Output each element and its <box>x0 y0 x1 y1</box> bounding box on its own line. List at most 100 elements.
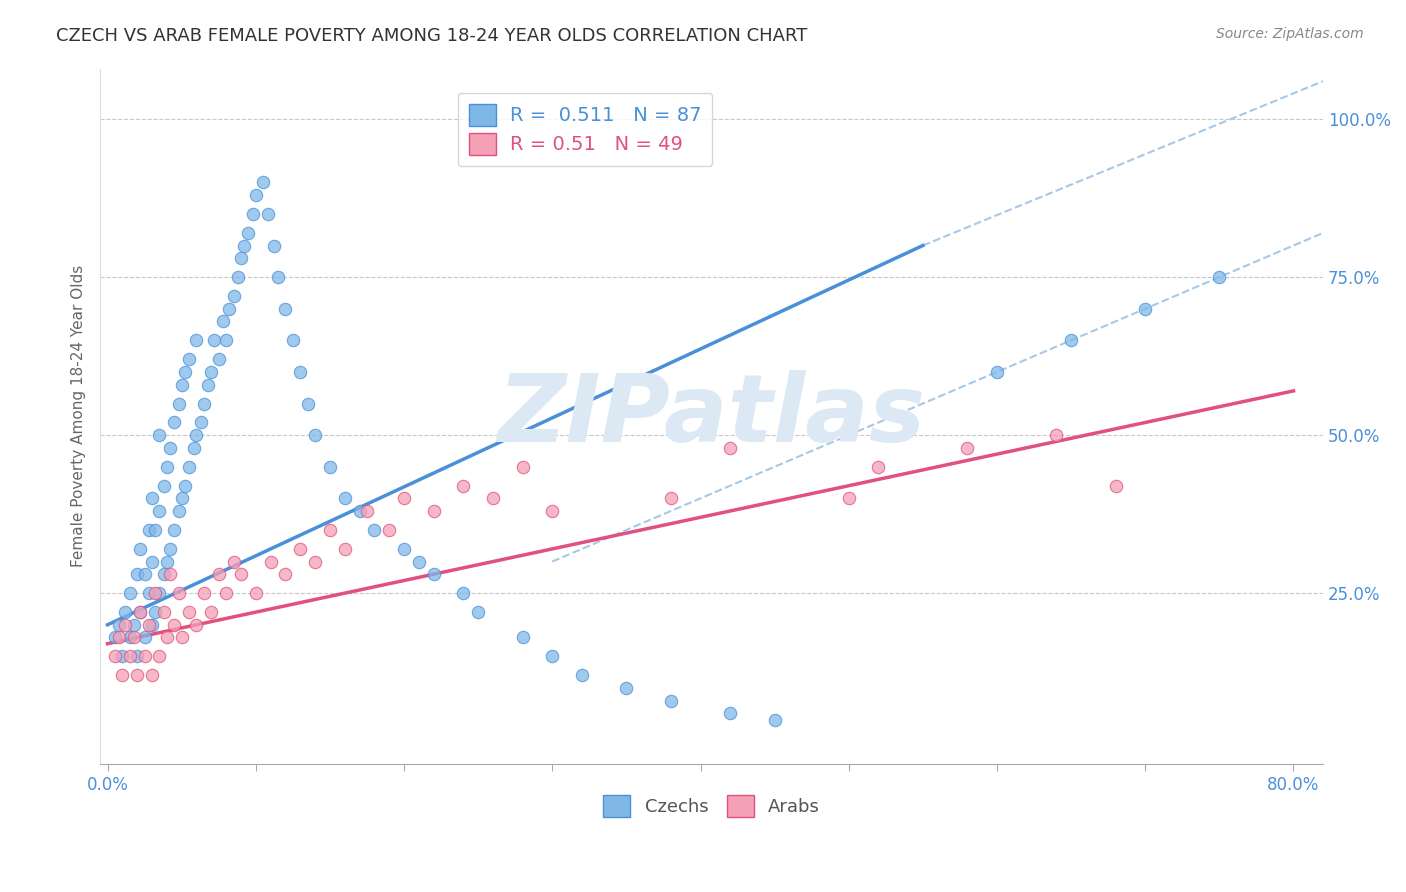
Point <box>127 668 149 682</box>
Point <box>267 270 290 285</box>
Text: CZECH VS ARAB FEMALE POVERTY AMONG 18-24 YEAR OLDS CORRELATION CHART: CZECH VS ARAB FEMALE POVERTY AMONG 18-24… <box>56 27 807 45</box>
Point <box>148 428 170 442</box>
Point <box>183 441 205 455</box>
Point <box>1104 479 1126 493</box>
Point <box>319 459 342 474</box>
Point <box>1045 428 1067 442</box>
Point <box>222 555 245 569</box>
Point <box>163 416 186 430</box>
Point <box>1135 301 1157 316</box>
Point <box>170 377 193 392</box>
Point <box>349 504 371 518</box>
Point <box>378 523 401 537</box>
Point <box>304 555 326 569</box>
Point <box>156 631 179 645</box>
Point <box>245 188 267 202</box>
Point <box>143 605 166 619</box>
Point <box>138 586 160 600</box>
Point <box>167 586 190 600</box>
Point <box>143 523 166 537</box>
Point <box>153 605 176 619</box>
Point <box>218 301 240 316</box>
Y-axis label: Female Poverty Among 18-24 Year Olds: Female Poverty Among 18-24 Year Olds <box>72 265 86 567</box>
Point <box>304 428 326 442</box>
Point <box>127 567 149 582</box>
Point <box>392 541 415 556</box>
Point <box>512 459 534 474</box>
Point <box>541 649 564 664</box>
Point <box>356 504 378 518</box>
Point <box>659 693 682 707</box>
Point <box>190 416 212 430</box>
Point <box>177 605 200 619</box>
Point <box>956 441 979 455</box>
Point <box>143 586 166 600</box>
Point <box>153 567 176 582</box>
Point <box>616 681 638 695</box>
Point <box>114 617 136 632</box>
Point <box>259 555 281 569</box>
Point <box>571 668 593 682</box>
Point <box>512 631 534 645</box>
Point <box>868 459 890 474</box>
Point <box>177 459 200 474</box>
Text: Source: ZipAtlas.com: Source: ZipAtlas.com <box>1216 27 1364 41</box>
Point <box>167 396 190 410</box>
Point <box>193 396 215 410</box>
Point <box>134 649 156 664</box>
Point <box>245 586 267 600</box>
Point <box>238 226 260 240</box>
Point <box>156 555 179 569</box>
Point <box>170 491 193 506</box>
Point <box>153 479 176 493</box>
Point <box>129 605 152 619</box>
Point <box>232 238 254 252</box>
Point <box>141 668 163 682</box>
Point <box>208 352 231 367</box>
Point <box>129 605 152 619</box>
Point <box>202 334 225 348</box>
Point <box>256 207 278 221</box>
Point <box>114 605 136 619</box>
Point <box>274 567 297 582</box>
Point <box>363 523 385 537</box>
Point <box>129 541 152 556</box>
Point <box>242 207 264 221</box>
Point <box>159 567 181 582</box>
Point <box>838 491 860 506</box>
Point <box>122 631 145 645</box>
Point <box>111 668 134 682</box>
Point <box>229 251 252 265</box>
Point <box>170 631 193 645</box>
Point <box>138 523 160 537</box>
Point <box>215 334 238 348</box>
Point <box>467 605 489 619</box>
Point <box>215 586 238 600</box>
Point <box>290 541 312 556</box>
Point <box>163 523 186 537</box>
Point <box>118 649 141 664</box>
Point <box>297 396 319 410</box>
Point <box>118 631 141 645</box>
Point <box>163 617 186 632</box>
Point <box>111 649 134 664</box>
Point <box>167 504 190 518</box>
Point <box>422 567 444 582</box>
Point <box>453 586 475 600</box>
Point <box>122 617 145 632</box>
Point <box>541 504 564 518</box>
Point <box>186 617 208 632</box>
Point <box>208 567 231 582</box>
Point <box>148 504 170 518</box>
Point <box>193 586 215 600</box>
Legend: Czechs, Arabs: Czechs, Arabs <box>596 788 827 824</box>
Point <box>186 428 208 442</box>
Point <box>134 631 156 645</box>
Point <box>252 175 274 189</box>
Point <box>108 631 131 645</box>
Point <box>200 365 222 379</box>
Point <box>156 459 179 474</box>
Point <box>148 649 170 664</box>
Point <box>986 365 1008 379</box>
Point <box>229 567 252 582</box>
